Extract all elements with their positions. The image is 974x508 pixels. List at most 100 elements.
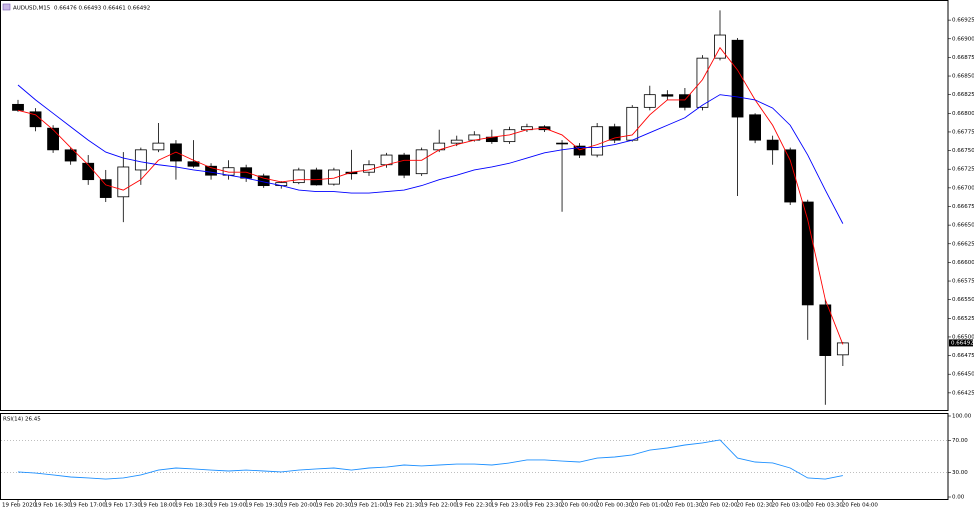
y-tick-label: 0.66925 [952,18,974,24]
y-tick-label: 70.00 [952,438,968,444]
candle-body [801,201,814,306]
x-tick-label: 20 Feb 01:00 [631,503,668,508]
y-tick-label: 0.00 [952,495,965,501]
y-tick-label: 0.66900 [952,36,974,42]
candle-body [749,114,761,141]
indicator-line [17,84,844,224]
candle-body [327,169,340,185]
main-frame [0,0,949,411]
x-tick-label: 20 Feb 02:00 [701,503,738,508]
candle-body [643,94,656,108]
candle-body [380,154,393,166]
x-tick-label: 19 Feb 20:30 [315,503,352,508]
candle-body [450,139,463,144]
price-tag-label: 0.66492 [951,340,974,346]
y-tick-label: 0.66625 [952,241,974,247]
candle-body [661,94,674,97]
x-tick-label: 20 Feb 04:00 [842,503,879,508]
y-tick-label: 0.66475 [952,353,974,359]
candle-body [819,304,832,356]
candle-body [766,139,779,151]
x-tick-label: 19 Feb 18:00 [140,503,177,508]
rsi-frame [0,413,949,500]
x-tick-label: 19 Feb 2020 [2,503,37,508]
x-tick-label: 19 Feb 20:00 [280,503,317,508]
candle-body [608,126,621,141]
y-tick-label: 0.66875 [952,55,974,61]
x-tick-label: 19 Feb 16:30 [35,503,72,508]
candle-body [205,165,217,176]
x-tick-label: 19 Feb 17:30 [105,503,142,508]
x-tick-label: 19 Feb 23:30 [526,503,563,508]
indicator-line [17,439,843,480]
x-tick-label: 20 Feb 03:30 [807,503,844,508]
candle-body [134,149,147,171]
x-tick-label: 19 Feb 23:00 [491,503,528,508]
y-tick-label: 0.66850 [952,74,974,80]
y-tick-label: 0.66650 [952,223,974,229]
candle-body [64,149,77,162]
candle-body [117,166,130,198]
y-tick-label: 100.00 [952,414,972,420]
candle-body [731,39,744,118]
x-tick-label: 20 Feb 01:30 [666,503,703,508]
rsi-value: 26.45 [25,416,41,422]
y-tick-label: 0.66525 [952,316,974,322]
low: 0.66461 [103,5,126,11]
x-tick-label: 20 Feb 00:30 [596,503,633,508]
candle-body [292,169,305,184]
x-tick-label: 20 Feb 03:00 [772,503,809,508]
y-tick-label: 0.66825 [952,92,974,98]
candle-body [696,57,709,108]
candle-body [836,342,849,356]
y-tick-label: 0.66700 [952,185,974,191]
candle-body [47,127,59,151]
y-tick-label: 0.66725 [952,167,974,173]
y-tick-label: 0.66750 [952,148,974,154]
y-tick-label: 0.66550 [952,297,974,303]
x-tick-label: 19 Feb 21:00 [350,503,387,508]
candle-body [415,149,428,175]
candle-body [714,34,726,59]
rsi-header: RSI(14) 26.45 [3,416,41,422]
close: 0.66492 [128,5,151,11]
y-tick-label: 0.66575 [952,279,974,285]
chart-header: AUDUSD,M15 0.66476 0.66493 0.66461 0.664… [13,5,150,11]
symbol-icon [2,3,11,11]
candle-body [240,167,253,179]
y-tick-label: 0.66425 [952,390,974,396]
candle-body [679,94,691,108]
candle-body [310,169,323,186]
x-tick-label: 19 Feb 22:30 [456,503,493,508]
x-tick-label: 19 Feb 19:30 [245,503,282,508]
x-tick-label: 19 Feb 17:00 [70,503,107,508]
price-tag [949,339,973,347]
candle-body [187,161,200,167]
y-tick-label: 0.66775 [952,129,974,135]
candle-body [591,126,604,156]
y-tick-label: 0.66675 [952,204,974,210]
y-tick-label: 0.66450 [952,372,974,378]
x-tick-label: 19 Feb 22:00 [421,503,458,508]
x-tick-label: 19 Feb 21:30 [386,503,423,508]
candle-body [152,142,165,151]
open: 0.66476 [54,5,77,11]
indicator-line [17,46,844,345]
candle-body [82,162,95,181]
x-tick-label: 20 Feb 02:30 [737,503,774,508]
candle-body [784,149,797,203]
y-tick-label: 0.66500 [952,334,974,340]
candle-body [12,103,24,111]
candle-body [99,179,112,198]
candle-body [573,145,586,156]
x-tick-label: 20 Feb 00:00 [561,503,598,508]
candle-body [556,142,568,145]
y-tick-label: 0.66600 [952,260,974,266]
y-tick-label: 0.66800 [952,111,974,117]
x-tick-label: 19 Feb 19:00 [210,503,247,508]
candle-body [398,154,411,176]
y-tick-label: 30.00 [952,470,968,476]
